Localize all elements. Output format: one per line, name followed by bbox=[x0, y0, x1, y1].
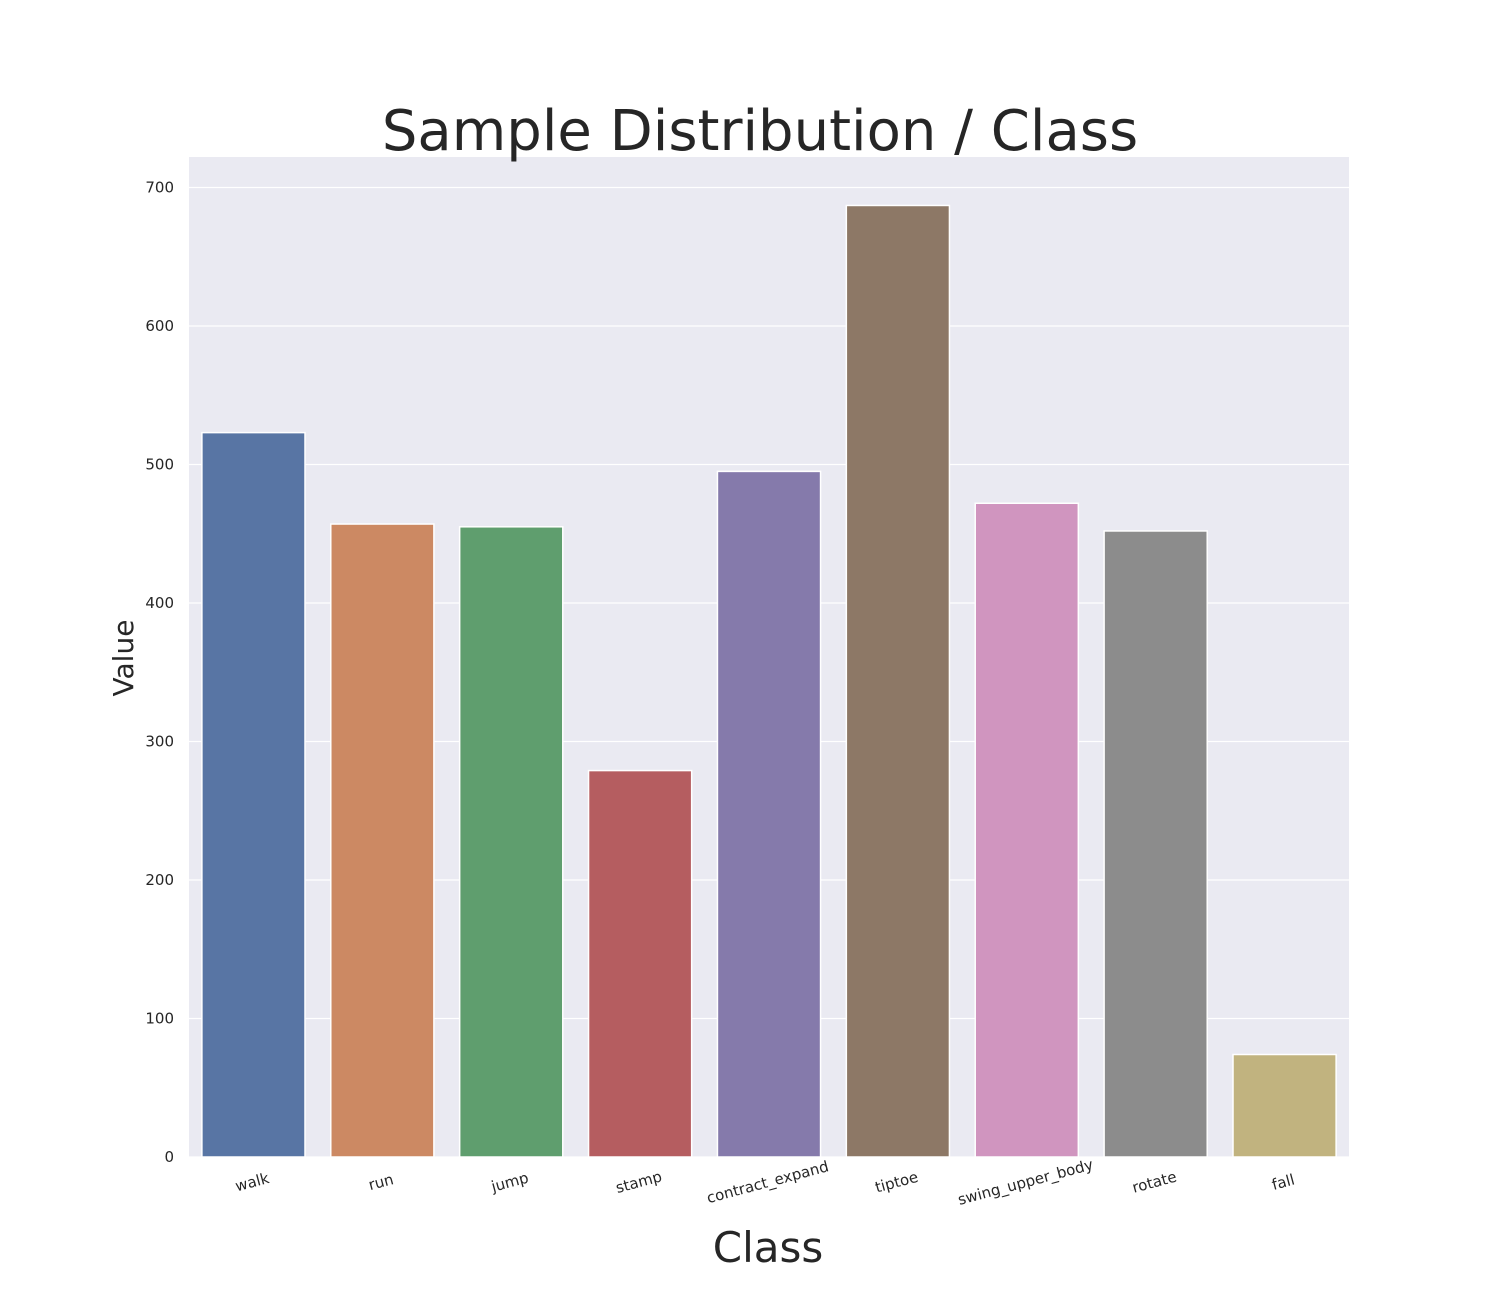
chart-title: Sample Distribution / Class bbox=[382, 99, 1138, 164]
x-tick-label: swing_upper_body bbox=[956, 1155, 1096, 1209]
x-tick-labels: walk run jump stamp contract_expand tiptoe swi… bbox=[233, 1155, 1296, 1209]
x-tick-label: fall bbox=[1270, 1171, 1297, 1194]
bar-swing_upper_body bbox=[974, 502, 1080, 1158]
y-tick-label: 200 bbox=[145, 871, 174, 889]
y-tick-label: 400 bbox=[145, 594, 174, 612]
y-tick-labels: 0 100 200 300 400 500 600 700 bbox=[145, 178, 174, 1166]
x-tick-label: jump bbox=[488, 1169, 530, 1196]
y-tick-label: 300 bbox=[145, 732, 174, 750]
x-tick-label: stamp bbox=[614, 1167, 664, 1197]
y-tick-label: 100 bbox=[145, 1009, 174, 1027]
bar-stamp bbox=[587, 769, 693, 1158]
bar-rotate bbox=[1103, 530, 1208, 1158]
x-tick-label: tiptoe bbox=[873, 1168, 920, 1197]
x-tick-label: walk bbox=[233, 1169, 271, 1195]
bars bbox=[201, 204, 1337, 1158]
y-tick-label: 600 bbox=[145, 317, 174, 335]
bar-walk bbox=[201, 431, 306, 1158]
bar-run bbox=[330, 523, 435, 1158]
y-tick-label: 0 bbox=[164, 1148, 174, 1166]
x-axis-title: Class bbox=[713, 1223, 824, 1272]
bar-contract_expand bbox=[716, 470, 822, 1158]
x-tick-label: run bbox=[367, 1170, 396, 1194]
x-tick-label: rotate bbox=[1130, 1168, 1178, 1197]
y-tick-label: 700 bbox=[145, 178, 174, 196]
bar-tiptoe bbox=[845, 204, 951, 1158]
y-axis-title: Value bbox=[107, 620, 140, 697]
x-tick-label: contract_expand bbox=[705, 1157, 831, 1208]
y-tick-label: 500 bbox=[145, 455, 174, 473]
bar-jump bbox=[458, 526, 564, 1158]
bar-fall bbox=[1232, 1053, 1337, 1158]
